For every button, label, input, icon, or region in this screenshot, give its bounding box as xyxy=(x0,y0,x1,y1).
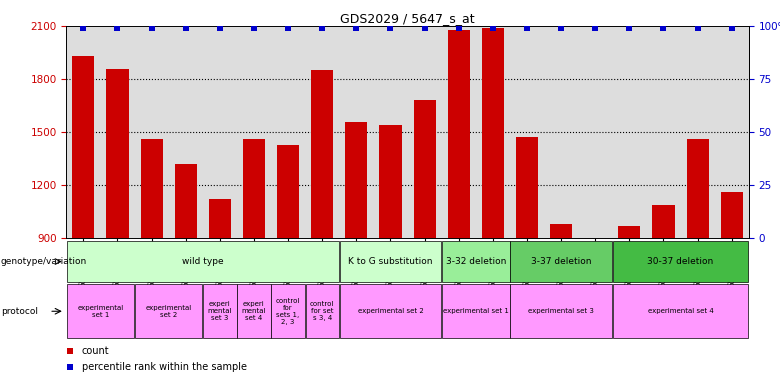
Point xyxy=(350,26,363,32)
Text: 3-32 deletion: 3-32 deletion xyxy=(445,257,506,266)
Bar xyxy=(584,238,606,252)
Text: count: count xyxy=(82,346,109,356)
Bar xyxy=(106,69,129,238)
Text: experi
mental
set 4: experi mental set 4 xyxy=(242,301,266,321)
Text: experimental
set 2: experimental set 2 xyxy=(146,305,192,318)
Point xyxy=(64,364,76,370)
Point xyxy=(555,26,567,32)
Bar xyxy=(306,284,339,338)
Point xyxy=(385,26,397,32)
Text: experimental
set 1: experimental set 1 xyxy=(77,305,123,318)
Point xyxy=(725,26,738,32)
Bar xyxy=(550,224,573,238)
Text: experi
mental
set 3: experi mental set 3 xyxy=(207,301,232,321)
Bar xyxy=(209,199,231,238)
Text: K to G substitution: K to G substitution xyxy=(348,257,433,266)
Point xyxy=(658,26,670,32)
Bar xyxy=(413,100,436,238)
Bar xyxy=(237,284,271,338)
Bar xyxy=(442,241,509,282)
Point xyxy=(282,26,294,32)
Bar xyxy=(277,144,300,238)
Bar xyxy=(442,284,509,338)
Bar xyxy=(652,205,675,238)
Text: experimental set 4: experimental set 4 xyxy=(647,308,714,314)
Text: experimental set 1: experimental set 1 xyxy=(443,308,509,314)
Text: percentile rank within the sample: percentile rank within the sample xyxy=(82,362,247,372)
Bar xyxy=(135,284,203,338)
Bar xyxy=(516,138,538,238)
Text: genotype/variation: genotype/variation xyxy=(1,257,87,266)
Point xyxy=(452,26,465,32)
Point xyxy=(316,26,328,32)
Bar xyxy=(339,241,441,282)
Bar xyxy=(510,241,612,282)
Bar xyxy=(66,241,339,282)
Bar xyxy=(346,122,367,238)
Bar xyxy=(140,139,163,238)
Bar xyxy=(175,164,197,238)
Bar xyxy=(66,284,134,338)
Point xyxy=(589,26,601,32)
Text: experimental set 3: experimental set 3 xyxy=(528,308,594,314)
Text: experimental set 2: experimental set 2 xyxy=(357,308,424,314)
Text: 30-37 deletion: 30-37 deletion xyxy=(647,257,714,266)
Point xyxy=(112,26,124,32)
Point xyxy=(179,26,192,32)
Point xyxy=(487,26,499,32)
Bar xyxy=(510,284,612,338)
Point xyxy=(623,26,636,32)
Bar xyxy=(243,139,265,238)
Bar xyxy=(271,284,305,338)
Text: wild type: wild type xyxy=(182,257,224,266)
Point xyxy=(418,26,431,32)
Point xyxy=(521,26,534,32)
Point xyxy=(145,26,158,32)
Point xyxy=(64,348,76,354)
Title: GDS2029 / 5647_s_at: GDS2029 / 5647_s_at xyxy=(340,12,475,25)
Bar xyxy=(612,284,749,338)
Text: control
for set
s 3, 4: control for set s 3, 4 xyxy=(310,301,335,321)
Bar xyxy=(482,28,504,238)
Bar xyxy=(686,139,709,238)
Point xyxy=(691,26,704,32)
Text: control
for
sets 1,
2, 3: control for sets 1, 2, 3 xyxy=(276,298,300,325)
Bar xyxy=(379,125,402,238)
Point xyxy=(77,26,90,32)
Bar xyxy=(73,56,94,238)
Bar xyxy=(612,241,749,282)
Bar xyxy=(619,226,640,238)
Bar xyxy=(339,284,441,338)
Text: protocol: protocol xyxy=(1,307,37,316)
Bar xyxy=(203,284,236,338)
Point xyxy=(248,26,261,32)
Text: 3-37 deletion: 3-37 deletion xyxy=(531,257,591,266)
Bar xyxy=(448,30,470,238)
Point xyxy=(214,26,226,32)
Bar xyxy=(311,70,333,238)
Bar xyxy=(721,192,743,238)
